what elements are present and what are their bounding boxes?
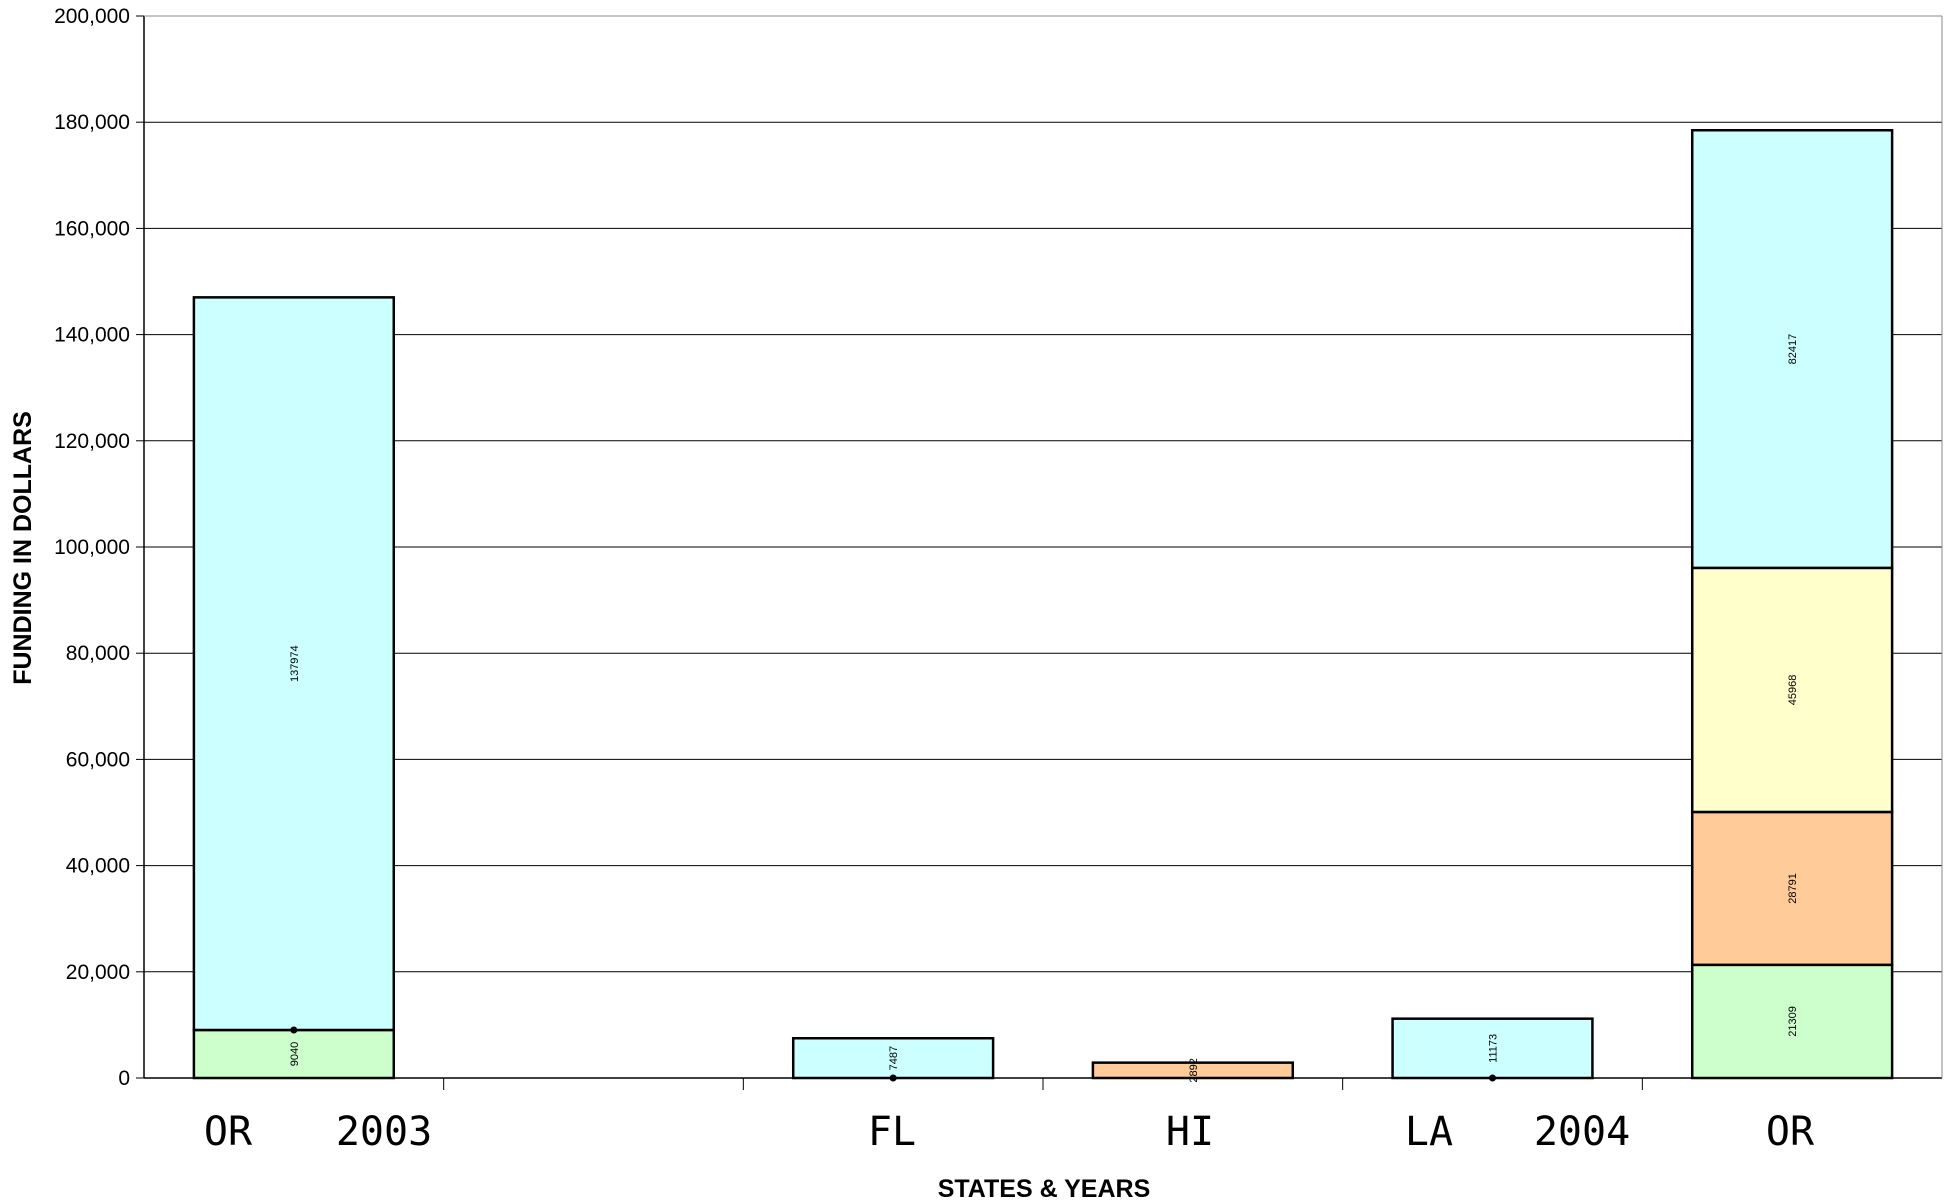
- tick-labels: 0 20,000 40,000 60,000 80,000 100,000 120,000 1…: [54, 5, 1815, 1155]
- y-tick-label: 200,000: [54, 5, 130, 28]
- data-label: 137974: [289, 645, 301, 682]
- y-tick-label: 100,000: [54, 536, 130, 559]
- data-label: 82417: [1787, 334, 1799, 365]
- x-tick-label: LA: [1405, 1109, 1453, 1155]
- data-label: 7487: [888, 1046, 900, 1070]
- y-tick-label: 0: [118, 1067, 130, 1090]
- gridlines: [144, 15, 1942, 973]
- x-tick-label: 2003: [336, 1109, 432, 1155]
- bar-stack: 11173: [1391, 1017, 1594, 1080]
- bar-stack: 2892: [1091, 1058, 1295, 1083]
- data-label: 2892: [1188, 1058, 1200, 1082]
- x-tick-label: OR: [204, 1109, 253, 1155]
- y-tick-label: 80,000: [66, 642, 130, 665]
- x-tick-label: 2004: [1534, 1109, 1630, 1155]
- y-tick-label: 120,000: [54, 430, 130, 453]
- bar-stack: 9040 137974: [192, 296, 396, 1080]
- bar-segment: [192, 296, 396, 1032]
- bar-segment: [1690, 566, 1894, 814]
- bar-segment: [1690, 810, 1894, 967]
- bar-segment: [1690, 963, 1894, 1080]
- y-tick-label: 160,000: [54, 217, 130, 240]
- x-axis-title: STATES & YEARS: [938, 1175, 1151, 1202]
- bar-stack: 7487: [791, 1036, 995, 1080]
- y-tick-label: 140,000: [54, 324, 130, 347]
- bar-segment: [1690, 128, 1894, 570]
- x-tick-label: OR: [1766, 1109, 1815, 1155]
- data-label: 28791: [1787, 873, 1799, 904]
- data-label: 11173: [1488, 1034, 1500, 1063]
- data-label: 45968: [1787, 675, 1799, 706]
- y-tick-label: 60,000: [66, 748, 130, 771]
- y-tick-label: 40,000: [66, 855, 130, 878]
- data-label: 21309: [1787, 1006, 1799, 1037]
- marker-dot: [290, 1026, 298, 1034]
- y-axis-title: FUNDING IN DOLLARS: [9, 411, 37, 685]
- x-tick-label: FL: [868, 1109, 916, 1155]
- axes: [136, 15, 1943, 1090]
- bar-stack: 21309 28791 45968 82417: [1690, 128, 1894, 1080]
- y-tick-label: 20,000: [66, 961, 130, 984]
- data-label: 9040: [289, 1042, 301, 1066]
- bars: 9040 137974 7487 2892 11173 21309 28791 45968 82…: [192, 128, 1894, 1083]
- y-tick-label: 180,000: [54, 111, 130, 134]
- x-tick-label: HI: [1166, 1109, 1214, 1155]
